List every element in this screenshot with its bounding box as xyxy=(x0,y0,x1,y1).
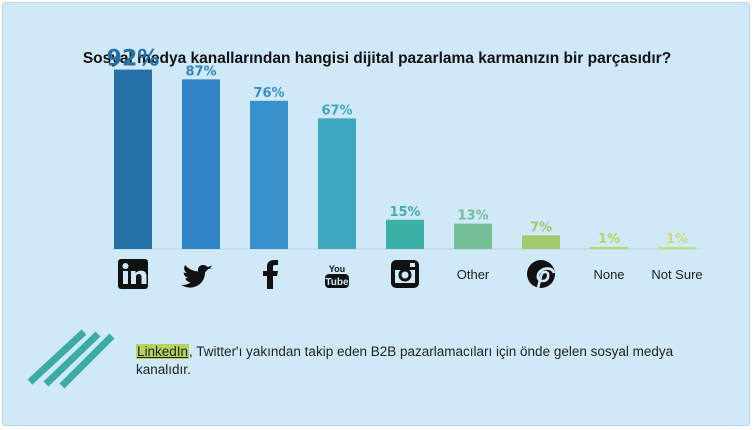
instagram-icon xyxy=(391,260,419,288)
youtube-icon: You Tube xyxy=(325,264,349,288)
bar-youtube xyxy=(318,118,356,249)
bar-instagram xyxy=(386,219,424,249)
value-label: 1% xyxy=(598,232,620,247)
bar-facebook xyxy=(250,100,288,249)
bar-pinterest xyxy=(522,235,560,249)
value-label: 13% xyxy=(457,209,488,224)
bar-twitter xyxy=(182,79,220,249)
linkedin-highlight: LinkedIn xyxy=(136,344,190,359)
value-label: 92% xyxy=(107,47,160,72)
value-label: 1% xyxy=(666,232,688,247)
value-label: 7% xyxy=(530,220,552,235)
linkedin-icon xyxy=(118,259,148,289)
value-label: 76% xyxy=(253,86,284,101)
category-label: Other xyxy=(457,267,490,282)
bar-other xyxy=(454,223,492,249)
category-label: None xyxy=(593,267,624,282)
category-label: Not Sure xyxy=(651,267,702,282)
bar-none xyxy=(590,247,628,249)
twitter-icon xyxy=(181,264,213,288)
footnote-text: , Twitter'ı yakından takip eden B2B paza… xyxy=(136,344,674,377)
facebook-icon xyxy=(263,260,278,289)
bar-not-sure xyxy=(658,247,696,249)
bar-chart: 92% 87% 76% 67% 15% 13% 7% 1% 1% You Tube Other Non… xyxy=(107,47,703,289)
value-label: 87% xyxy=(185,64,216,79)
value-label: 15% xyxy=(389,205,420,220)
value-label: 67% xyxy=(321,103,352,118)
svg-text:You: You xyxy=(329,264,345,274)
chart-title: Sosyal medya kanallarından hangisi dijit… xyxy=(82,50,672,67)
footnote: LinkedIn, Twitter'ı yakından takip eden … xyxy=(136,343,726,379)
bar-linkedin xyxy=(114,69,152,249)
pinterest-icon xyxy=(527,260,556,289)
decorative-stripes xyxy=(27,329,115,389)
svg-text:Tube: Tube xyxy=(325,277,349,288)
